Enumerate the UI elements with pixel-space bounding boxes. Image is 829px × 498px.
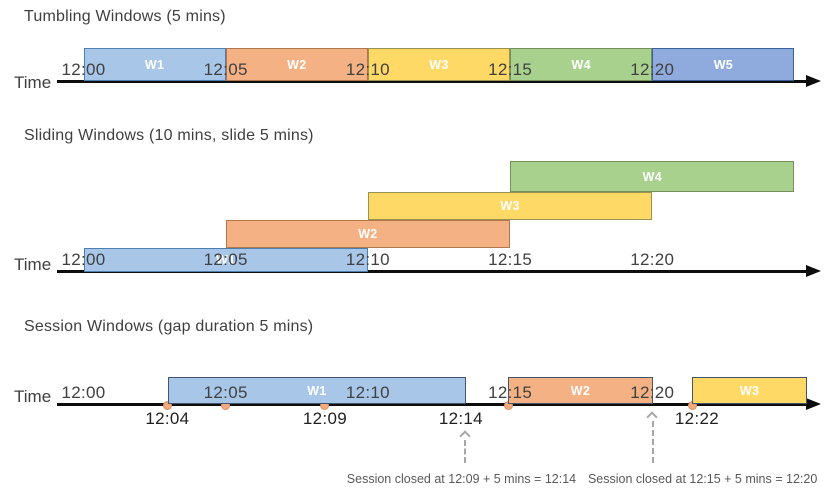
window-label: W3 bbox=[500, 199, 520, 213]
event-time-label: 12:22 bbox=[674, 409, 719, 428]
window-label: W2 bbox=[358, 227, 378, 241]
timeline bbox=[57, 270, 806, 273]
window-label: W1 bbox=[144, 57, 165, 72]
window-box-w2: W2 bbox=[225, 48, 368, 81]
tick-label: 12:05 bbox=[203, 383, 248, 402]
session-annotation: Session closed at 12:15 + 5 mins = 12:20 bbox=[587, 472, 818, 486]
window-label: W1 bbox=[307, 383, 327, 398]
window-label: W5 bbox=[713, 57, 734, 72]
window-box-w3: W3 bbox=[367, 192, 653, 220]
tick-label: 12:15 bbox=[488, 383, 533, 402]
time-axis-label-tumbling: Time bbox=[14, 73, 52, 92]
session-annotation: Session closed at 12:09 + 5 mins = 12:14 bbox=[346, 472, 577, 486]
tick-label: 12:00 bbox=[61, 250, 106, 269]
annotation-arrow-dash bbox=[464, 440, 467, 463]
section-title-tumbling: Tumbling Windows (5 mins) bbox=[24, 8, 226, 25]
timeline bbox=[57, 403, 806, 406]
window-box-w5: W5 bbox=[652, 48, 795, 81]
tick-label: 12:00 bbox=[61, 60, 106, 79]
tick-label: 12:05 bbox=[203, 250, 248, 269]
timeline-arrowhead-icon bbox=[806, 265, 821, 277]
event-time-label: 12:14 bbox=[438, 409, 483, 428]
window-label: W3 bbox=[739, 383, 760, 398]
tick-label: 12:20 bbox=[630, 250, 675, 269]
window-label: W2 bbox=[287, 57, 307, 72]
tick-label: 12:10 bbox=[345, 383, 390, 402]
window-label: W4 bbox=[571, 57, 591, 72]
window-box-w4: W4 bbox=[510, 161, 795, 192]
window-box-w2: W2 bbox=[225, 220, 511, 248]
timeline-arrowhead-icon bbox=[806, 75, 821, 87]
tick-label: 12:00 bbox=[61, 383, 106, 402]
window-label: W2 bbox=[570, 383, 591, 398]
event-time-label: 12:04 bbox=[145, 409, 190, 428]
timeline bbox=[57, 80, 806, 83]
annotation-arrow-dash bbox=[651, 421, 654, 463]
window-box-w1: W1 bbox=[83, 48, 226, 81]
window-label: W1 bbox=[216, 253, 236, 267]
tick-label: 12:10 bbox=[345, 60, 390, 79]
window-box-w3: W3 bbox=[692, 377, 807, 404]
tick-label: 12:05 bbox=[203, 60, 248, 79]
window-box-w2: W2 bbox=[508, 377, 653, 404]
window-box-w4: W4 bbox=[510, 48, 653, 81]
window-box-w1: W1 bbox=[83, 248, 368, 272]
window-box-w1: W1 bbox=[167, 377, 466, 404]
time-axis-label-sliding: Time bbox=[14, 255, 52, 274]
event-time-label: 12:09 bbox=[302, 409, 347, 428]
section-title-session: Session Windows (gap duration 5 mins) bbox=[24, 318, 314, 335]
window-box-w3: W3 bbox=[367, 48, 511, 81]
window-label: W3 bbox=[429, 57, 449, 72]
tick-label: 12:15 bbox=[488, 60, 533, 79]
window-label: W4 bbox=[642, 169, 662, 184]
tick-label: 12:20 bbox=[630, 383, 675, 402]
time-axis-label-session: Time bbox=[14, 387, 52, 406]
section-title-sliding: Sliding Windows (10 mins, slide 5 mins) bbox=[24, 127, 314, 144]
tick-label: 12:15 bbox=[488, 250, 533, 269]
tick-label: 12:10 bbox=[345, 250, 390, 269]
tick-label: 12:20 bbox=[630, 60, 675, 79]
timeline-arrowhead-icon bbox=[806, 398, 821, 410]
